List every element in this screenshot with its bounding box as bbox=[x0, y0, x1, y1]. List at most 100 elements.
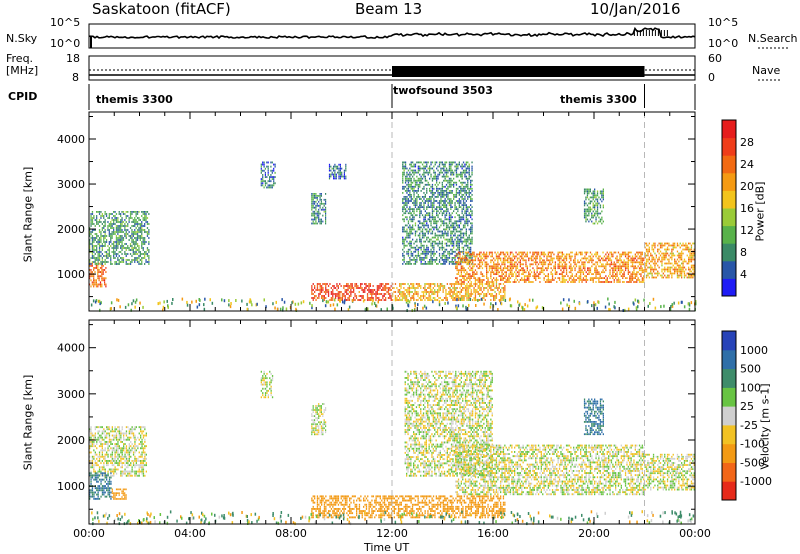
heatmap-cell bbox=[554, 267, 556, 270]
heatmap-cell bbox=[539, 257, 541, 260]
heatmap-cell bbox=[444, 259, 446, 261]
heatmap-cell bbox=[453, 183, 455, 186]
heatmap-cell bbox=[457, 234, 459, 237]
heatmap-cell bbox=[468, 190, 470, 192]
heatmap-cell bbox=[516, 279, 519, 281]
heatmap-cell bbox=[455, 206, 458, 208]
heatmap-cell bbox=[580, 269, 582, 272]
heatmap-cell bbox=[396, 299, 398, 301]
heatmap-cell bbox=[470, 200, 472, 202]
heatmap-cell bbox=[420, 244, 422, 247]
heatmap-cell bbox=[407, 212, 410, 215]
heatmap-cell bbox=[110, 263, 112, 265]
heatmap-cell bbox=[338, 169, 340, 172]
heatmap-cell bbox=[547, 275, 549, 277]
heatmap-cell bbox=[323, 297, 325, 299]
heatmap-cell bbox=[135, 241, 137, 243]
heatmap-cell bbox=[645, 270, 648, 273]
heatmap-cell bbox=[627, 253, 629, 256]
heatmap-cell bbox=[465, 206, 467, 208]
heatmap-cell bbox=[498, 263, 500, 266]
heatmap-cell bbox=[402, 254, 404, 257]
heatmap-cell bbox=[609, 257, 611, 260]
heatmap-cell bbox=[118, 235, 120, 237]
heatmap-cell bbox=[419, 214, 421, 217]
heatmap-cell bbox=[601, 277, 603, 279]
heatmap-cell bbox=[344, 295, 346, 297]
heatmap-cell bbox=[679, 270, 681, 273]
heatmap-cell bbox=[419, 179, 421, 182]
heatmap-cell bbox=[529, 281, 531, 283]
heatmap-cell bbox=[316, 289, 319, 291]
heatmap-cell bbox=[622, 273, 624, 275]
heatmap-cell bbox=[132, 247, 134, 249]
heatmap-cell bbox=[486, 271, 488, 274]
heatmap-cell bbox=[100, 239, 102, 241]
heatmap-cell bbox=[651, 256, 653, 259]
heatmap-cell bbox=[267, 169, 269, 172]
heatmap-cell bbox=[453, 173, 455, 176]
heatmap-cell bbox=[468, 194, 470, 196]
heatmap-cell bbox=[426, 161, 428, 164]
heatmap-cell bbox=[97, 257, 99, 259]
heatmap-cell bbox=[447, 171, 449, 174]
freq-frame bbox=[88, 55, 696, 81]
heatmap-cell bbox=[121, 247, 123, 249]
heatmap-cell bbox=[455, 299, 457, 301]
heatmap-cell bbox=[681, 266, 683, 269]
heatmap-cell bbox=[463, 287, 465, 289]
heatmap-cell bbox=[448, 202, 451, 204]
heatmap-cell bbox=[128, 235, 130, 237]
heatmap-cell bbox=[586, 208, 589, 211]
heatmap-cell bbox=[440, 224, 442, 227]
heatmap-cell bbox=[311, 289, 313, 291]
heatmap-cell bbox=[636, 259, 638, 262]
heatmap-cell bbox=[464, 185, 466, 188]
heatmap-cell bbox=[479, 259, 481, 262]
heatmap-cell bbox=[339, 167, 341, 170]
heatmap-cell bbox=[464, 175, 466, 178]
heatmap-cell bbox=[658, 272, 660, 275]
heatmap-cell bbox=[379, 299, 381, 301]
heatmap-cell bbox=[262, 174, 264, 176]
heatmap-cell bbox=[424, 183, 426, 186]
heatmap-cell bbox=[602, 281, 604, 283]
heatmap-cell bbox=[473, 273, 475, 275]
heatmap-cell bbox=[383, 287, 385, 289]
heatmap-cell bbox=[626, 281, 628, 283]
heatmap-cell bbox=[420, 240, 422, 243]
heatmap-cell bbox=[494, 267, 496, 270]
heatmap-cell bbox=[94, 257, 96, 259]
heatmap-cell bbox=[421, 295, 423, 297]
heatmap-cell bbox=[468, 163, 470, 166]
heatmap-cell bbox=[441, 234, 443, 237]
heatmap-cell bbox=[414, 171, 417, 174]
heatmap-cell bbox=[107, 217, 109, 219]
heatmap-cell bbox=[333, 167, 335, 170]
heatmap-cell bbox=[100, 233, 102, 235]
heatmap-cell bbox=[595, 216, 597, 219]
heatmap-cell bbox=[311, 200, 313, 203]
heatmap-cell bbox=[594, 222, 596, 225]
heatmap-cell bbox=[271, 176, 273, 178]
heatmap-cell bbox=[436, 263, 438, 265]
heatmap-cell bbox=[426, 206, 428, 208]
heatmap-cell bbox=[429, 206, 431, 208]
heatmap-cell bbox=[429, 171, 431, 174]
heatmap-cell bbox=[664, 244, 666, 247]
heatmap-cell bbox=[111, 219, 113, 221]
heatmap-cell bbox=[585, 212, 587, 215]
heatmap-cell bbox=[135, 253, 137, 255]
heatmap-cell bbox=[465, 214, 467, 217]
heatmap-cell bbox=[443, 175, 445, 178]
heatmap-cell bbox=[312, 210, 314, 213]
heatmap-cell bbox=[97, 223, 99, 225]
heatmap-cell bbox=[414, 230, 417, 233]
heatmap-cell bbox=[98, 237, 101, 239]
heatmap-cell bbox=[598, 196, 600, 199]
heatmap-cell bbox=[271, 171, 273, 174]
heatmap-cell bbox=[318, 214, 320, 217]
heatmap-cell bbox=[664, 252, 666, 255]
heatmap-cell bbox=[458, 173, 460, 176]
heatmap-cell bbox=[462, 234, 465, 237]
